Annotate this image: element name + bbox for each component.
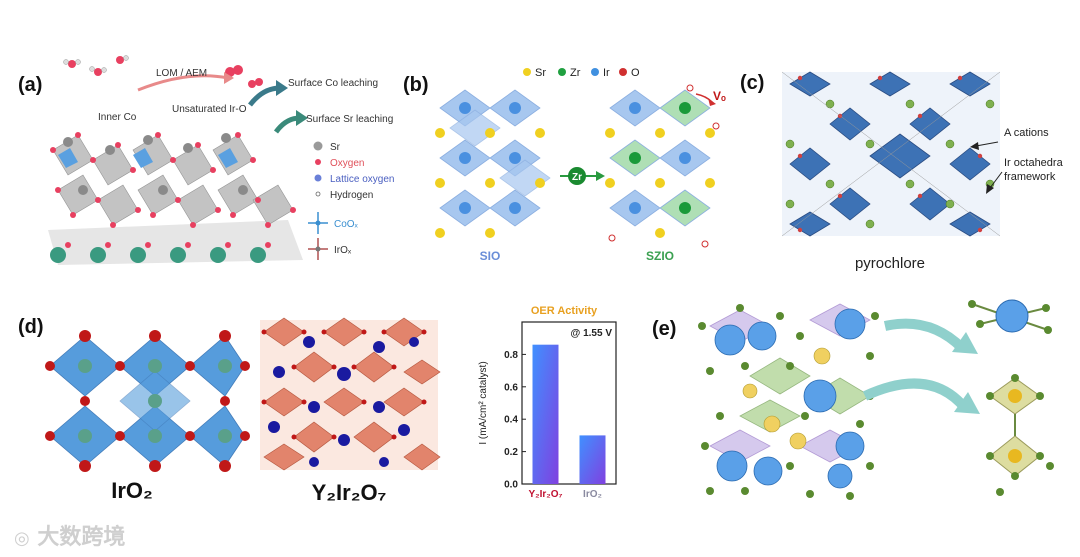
inner-co-label: Inner Co [98, 112, 137, 123]
bar-0 [532, 344, 559, 484]
released-octahedra [986, 374, 1054, 496]
zr-dopant-icon [568, 167, 586, 185]
plot-frame [521, 321, 617, 485]
lom-aem-label: LOM / AEM [156, 68, 207, 79]
panel-e-label: (e) [652, 318, 677, 340]
panel-b-figure: Sr Zr Ir O SIO Zr Vₒ SZIO [435, 67, 726, 263]
legend-hydrogen: Hydrogen [330, 190, 373, 201]
unsaturated-label: Unsaturated Ir-O [172, 104, 247, 115]
ir-octahedra-label-2: framework [1004, 171, 1056, 183]
x-category-label: IrO₂ [583, 489, 602, 500]
zr-bubble-label: Zr [572, 172, 582, 183]
sio-caption: SIO [480, 249, 501, 263]
szio-lattice [605, 84, 720, 248]
y-axis-label: I (mA/cm² catalyst) [478, 361, 489, 444]
top-arrow [883, 318, 966, 352]
panel-e-figure [698, 299, 1054, 500]
bottom-arrow [862, 378, 969, 412]
panel-a-figure: LOM / AEM Surface Co leaching Surface Sr… [48, 55, 395, 265]
legend-zr-b: Zr [570, 67, 581, 79]
legend-sr: Sr [330, 142, 341, 153]
lom-arrow [137, 74, 229, 92]
sio-lattice [435, 89, 551, 238]
legend-coox: CoOₓ [334, 219, 359, 230]
legend-o-b: O [631, 67, 640, 79]
a-cations-label: A cations [1004, 127, 1049, 139]
bars [532, 344, 606, 484]
surface-co-label: Surface Co leaching [288, 78, 378, 89]
released-cation [968, 299, 1052, 334]
panel-b-legend: Sr Zr Ir O [523, 67, 640, 79]
vo-label: Vₒ [713, 89, 726, 103]
legend-sr-b: Sr [535, 67, 546, 79]
bar-1 [579, 435, 606, 484]
x-categories: Y₂Ir₂O₇ IrO₂ [528, 489, 601, 500]
chart-annotation: @ 1.55 V [571, 328, 613, 339]
pyrochlore-structure [781, 71, 1001, 237]
y-tick-label: 0.8 [504, 350, 518, 361]
watermark-logo-icon: ◎ [14, 528, 30, 549]
legend-lattice-oxygen: Lattice oxygen [330, 174, 395, 185]
ir-octahedra-label-1: Ir octahedra [1004, 157, 1064, 169]
x-category-label: Y₂Ir₂O₇ [528, 489, 562, 500]
legend-irox: IrOₓ [334, 245, 352, 256]
panel-c-figure: A cations Ir octahedra framework pyrochl… [781, 71, 1064, 272]
iro2-structure [45, 330, 250, 472]
co-leach-arrow [248, 85, 281, 107]
panel-d-y2ir2o7: Y₂Ir₂O₇ [260, 317, 441, 505]
iro2-caption: IrO₂ [111, 478, 153, 503]
y-tick-label: 0.6 [504, 382, 518, 393]
panel-c-label: (c) [740, 72, 765, 94]
watermark: ◎ 大数跨境 [14, 519, 125, 551]
legend-ir-b: Ir [603, 67, 610, 79]
panel-a-legend: Sr Oxygen Lattice oxygen Hydrogen CoOₓ I… [308, 141, 395, 260]
doped-lattice [698, 303, 879, 500]
y-tick-label: 0.2 [504, 447, 518, 458]
y-tick-label: 0.4 [504, 415, 518, 426]
y2ir2o7-structure [260, 317, 441, 471]
panel-d-label: (d) [18, 316, 44, 338]
chart-title: OER Activity [531, 305, 598, 317]
szio-caption: SZIO [646, 249, 674, 263]
panel-a-label: (a) [18, 74, 43, 96]
pyrochlore-caption: pyrochlore [855, 255, 925, 272]
surface-sr-label: Surface Sr leaching [306, 114, 393, 125]
panel-b-label: (b) [403, 74, 429, 96]
slab-structure [48, 132, 303, 265]
y2ir2o7-caption: Y₂Ir₂O₇ [312, 480, 387, 505]
y-ticks: 0.0 0.2 0.4 0.6 0.8 [504, 350, 526, 491]
y-tick-label: 0.0 [504, 480, 518, 491]
panel-d-iro2: IrO₂ [45, 330, 250, 503]
legend-oxygen: Oxygen [330, 158, 364, 169]
watermark-text: 大数跨境 [37, 525, 126, 550]
oer-chart: OER Activity @ 1.55 V I (mA/cm² catalyst… [478, 305, 617, 500]
